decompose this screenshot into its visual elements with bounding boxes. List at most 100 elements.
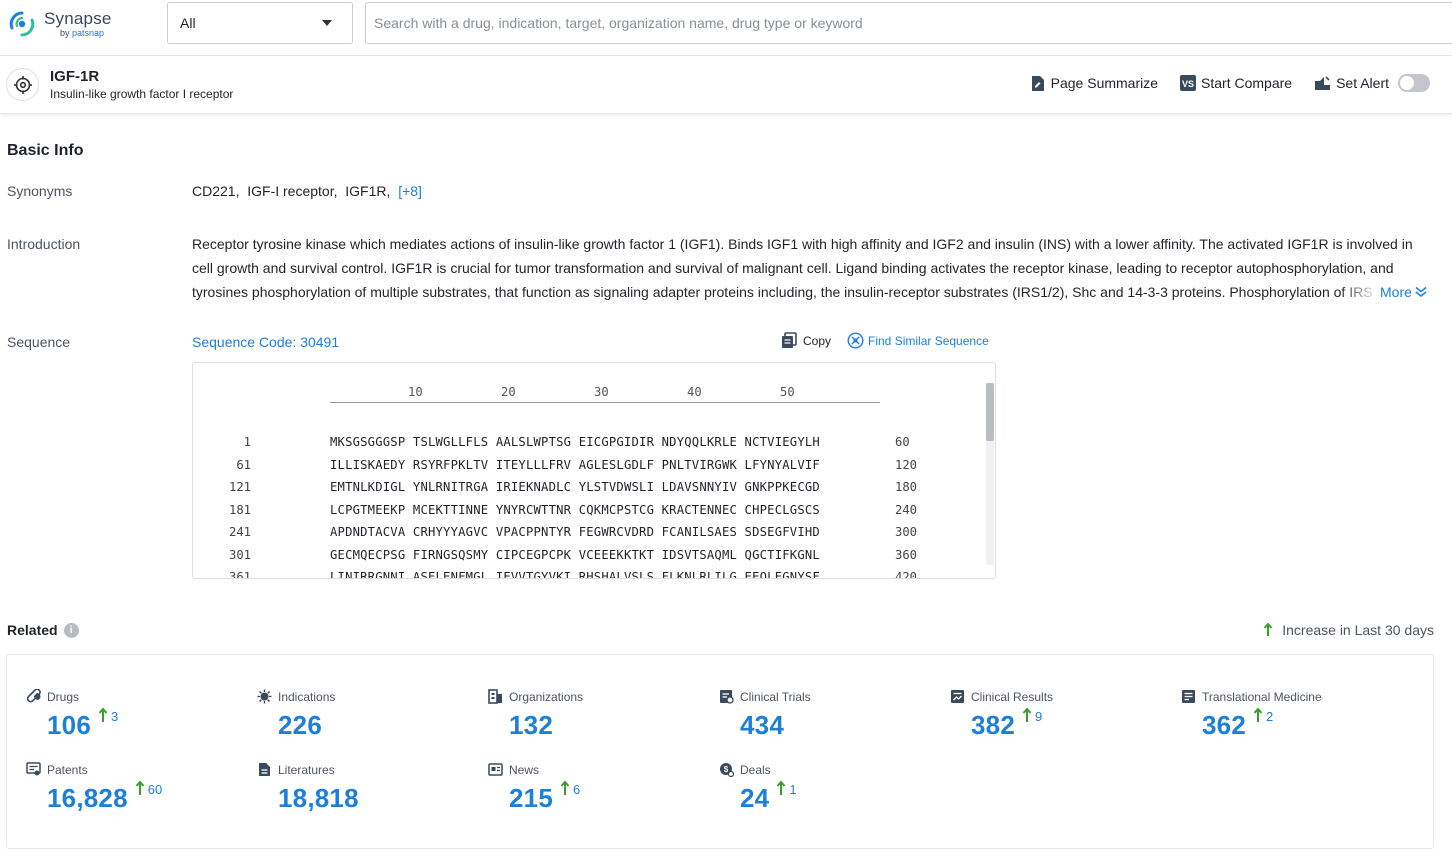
introduction-text: Receptor tyrosine kinase which mediates … xyxy=(192,232,1432,304)
stat-patents[interactable]: Patents 16,828 60 xyxy=(26,762,162,813)
set-alert-control[interactable]: Set Alert xyxy=(1314,74,1430,92)
ruler-tick: 40 xyxy=(687,385,702,399)
stat-value[interactable]: 132 xyxy=(509,710,553,740)
sequence-row: 1MKSGSGGGSP TSLWGLLFLS AALSLWPTSG EICGPG… xyxy=(193,421,933,443)
stat-translational-medicine[interactable]: Translational Medicine 362 2 xyxy=(1181,689,1322,740)
page-summarize-button[interactable]: Page Summarize xyxy=(1030,75,1158,92)
increase-legend: Increase in Last 30 days xyxy=(1264,622,1434,638)
stat-organizations[interactable]: Organizations 132 xyxy=(488,689,583,740)
related-stats-panel: Drugs 106 3 Indications 226 Organization… xyxy=(6,654,1434,849)
stat-deals[interactable]: $ Deals 24 1 xyxy=(719,762,797,813)
synonyms-list: CD221, IGF-I receptor, IGF1R, [+8] xyxy=(192,183,422,199)
sequence-row: 361LINIRRGNNI ASELENFMGL IEVVTGYVKI RHSH… xyxy=(193,556,933,578)
stat-increase: 60 xyxy=(136,780,162,797)
stat-clinical-trials[interactable]: Clinical Trials 434 xyxy=(719,689,811,740)
sequence-scrollbar-thumb[interactable] xyxy=(986,383,994,441)
introduction-label: Introduction xyxy=(7,236,80,252)
stat-value[interactable]: 24 xyxy=(740,783,769,813)
ruler-tick: 10 xyxy=(408,385,423,399)
up-arrow-icon xyxy=(1254,707,1262,723)
up-arrow-icon xyxy=(1023,707,1031,723)
introduction-more-button[interactable]: More xyxy=(1380,284,1427,300)
synonyms-label: Synonyms xyxy=(7,183,72,199)
stat-literatures[interactable]: Literatures 18,818 xyxy=(257,762,359,813)
sequence-ruler: 10 20 30 40 50 xyxy=(330,385,880,403)
ruler-tick: 50 xyxy=(780,385,795,399)
search-scope-select[interactable]: All xyxy=(167,2,353,44)
stat-increase: 1 xyxy=(777,780,796,797)
stat-increase: 6 xyxy=(561,780,580,797)
patent-icon xyxy=(26,762,41,777)
stat-increase: 9 xyxy=(1023,707,1042,724)
sequence-row: 61ILLISKAEDY RSYRFPKLTV ITEYLLLFRV AGLES… xyxy=(193,444,933,466)
book-icon xyxy=(1181,689,1196,704)
target-icon xyxy=(6,68,39,101)
virus-icon xyxy=(257,689,272,704)
stat-value[interactable]: 434 xyxy=(740,710,784,740)
alert-icon xyxy=(1314,75,1331,91)
target-name: IGF-1R xyxy=(50,68,99,85)
stat-value[interactable]: 18,818 xyxy=(278,783,359,813)
ruler-tick: 30 xyxy=(594,385,609,399)
top-bar: Synapse by patsnap All xyxy=(0,0,1452,56)
sequence-code-link[interactable]: Sequence Code: 30491 xyxy=(192,334,339,350)
synonym-item: CD221, xyxy=(192,183,239,199)
stat-value[interactable]: 382 xyxy=(971,710,1015,740)
clipboard-icon xyxy=(719,689,734,704)
stat-value[interactable]: 215 xyxy=(509,783,553,813)
brand-byline: by patsnap xyxy=(60,29,112,38)
stat-drugs[interactable]: Drugs 106 3 xyxy=(26,689,118,740)
synonyms-more-link[interactable]: [+8] xyxy=(398,183,422,199)
search-scope-value: All xyxy=(180,15,196,31)
synonym-item: IGF1R, xyxy=(345,183,390,199)
target-full-name: Insulin-like growth factor I receptor xyxy=(50,87,233,101)
introduction-fade xyxy=(1340,281,1380,303)
up-arrow-icon xyxy=(136,780,144,796)
stat-value[interactable]: 226 xyxy=(278,710,322,740)
synapse-logo-icon xyxy=(6,8,38,40)
up-arrow-icon xyxy=(777,780,785,796)
copy-button[interactable]: Copy xyxy=(781,332,831,349)
header-actions: Page Summarize VS Start Compare Set Aler… xyxy=(1030,74,1430,92)
similar-sequence-icon xyxy=(847,332,864,349)
basic-info-title: Basic Info xyxy=(7,142,83,160)
up-arrow-icon xyxy=(561,780,569,796)
synonym-item: IGF-I receptor, xyxy=(247,183,337,199)
find-similar-sequence-button[interactable]: Find Similar Sequence xyxy=(847,332,989,349)
stat-value[interactable]: 362 xyxy=(1202,710,1246,740)
stat-increase: 2 xyxy=(1254,707,1273,724)
sequence-actions: Copy Find Similar Sequence xyxy=(781,332,989,349)
chevron-down-icon xyxy=(322,20,332,26)
sequence-row: 121EMTNLKDIGL YNLRNITRGA IRIEKNADLC YLST… xyxy=(193,466,933,488)
document-icon xyxy=(257,762,272,777)
building-icon xyxy=(488,689,503,704)
compare-icon: VS xyxy=(1180,75,1196,91)
alert-toggle[interactable] xyxy=(1398,74,1430,92)
sequence-row: 301GECMQECPSG FIRNGSQSMY CIPCEGPCPK VCEE… xyxy=(193,534,933,556)
target-header: IGF-1R Insulin-like growth factor I rece… xyxy=(0,56,1452,114)
stat-value[interactable]: 106 xyxy=(47,710,91,740)
info-icon[interactable]: i xyxy=(64,623,79,638)
sequence-label: Sequence xyxy=(7,334,70,350)
up-arrow-icon xyxy=(1264,623,1272,637)
sequence-scrollbar[interactable] xyxy=(986,383,994,565)
synapse-logo[interactable]: Synapse by patsnap xyxy=(6,8,112,40)
brand-name: Synapse xyxy=(44,9,112,28)
stat-news[interactable]: News 215 6 xyxy=(488,762,580,813)
sequence-row: 241APDNDTACVA CRHYYYAGVC VPACPPNTYR FEGW… xyxy=(193,511,933,533)
copy-icon xyxy=(781,332,797,349)
stat-value[interactable]: 16,828 xyxy=(47,783,128,813)
stat-indications[interactable]: Indications 226 xyxy=(257,689,335,740)
sequence-row: 181LCPGTMEEKP MCEKTTINNE YNYRCWTTNR CQKM… xyxy=(193,489,933,511)
ruler-tick: 20 xyxy=(501,385,516,399)
results-icon xyxy=(950,689,965,704)
search-input[interactable] xyxy=(365,2,1452,44)
double-chevron-down-icon xyxy=(1415,286,1427,298)
svg-text:VS: VS xyxy=(1182,79,1194,89)
stat-clinical-results[interactable]: Clinical Results 382 9 xyxy=(950,689,1053,740)
start-compare-button[interactable]: VS Start Compare xyxy=(1180,75,1292,91)
summarize-icon xyxy=(1030,75,1046,92)
related-title: Related i xyxy=(7,622,79,638)
sequence-viewer[interactable]: 10 20 30 40 50 1MKSGSGGGSP TSLWGLLFLS AA… xyxy=(192,362,996,579)
stat-increase: 3 xyxy=(99,707,118,724)
